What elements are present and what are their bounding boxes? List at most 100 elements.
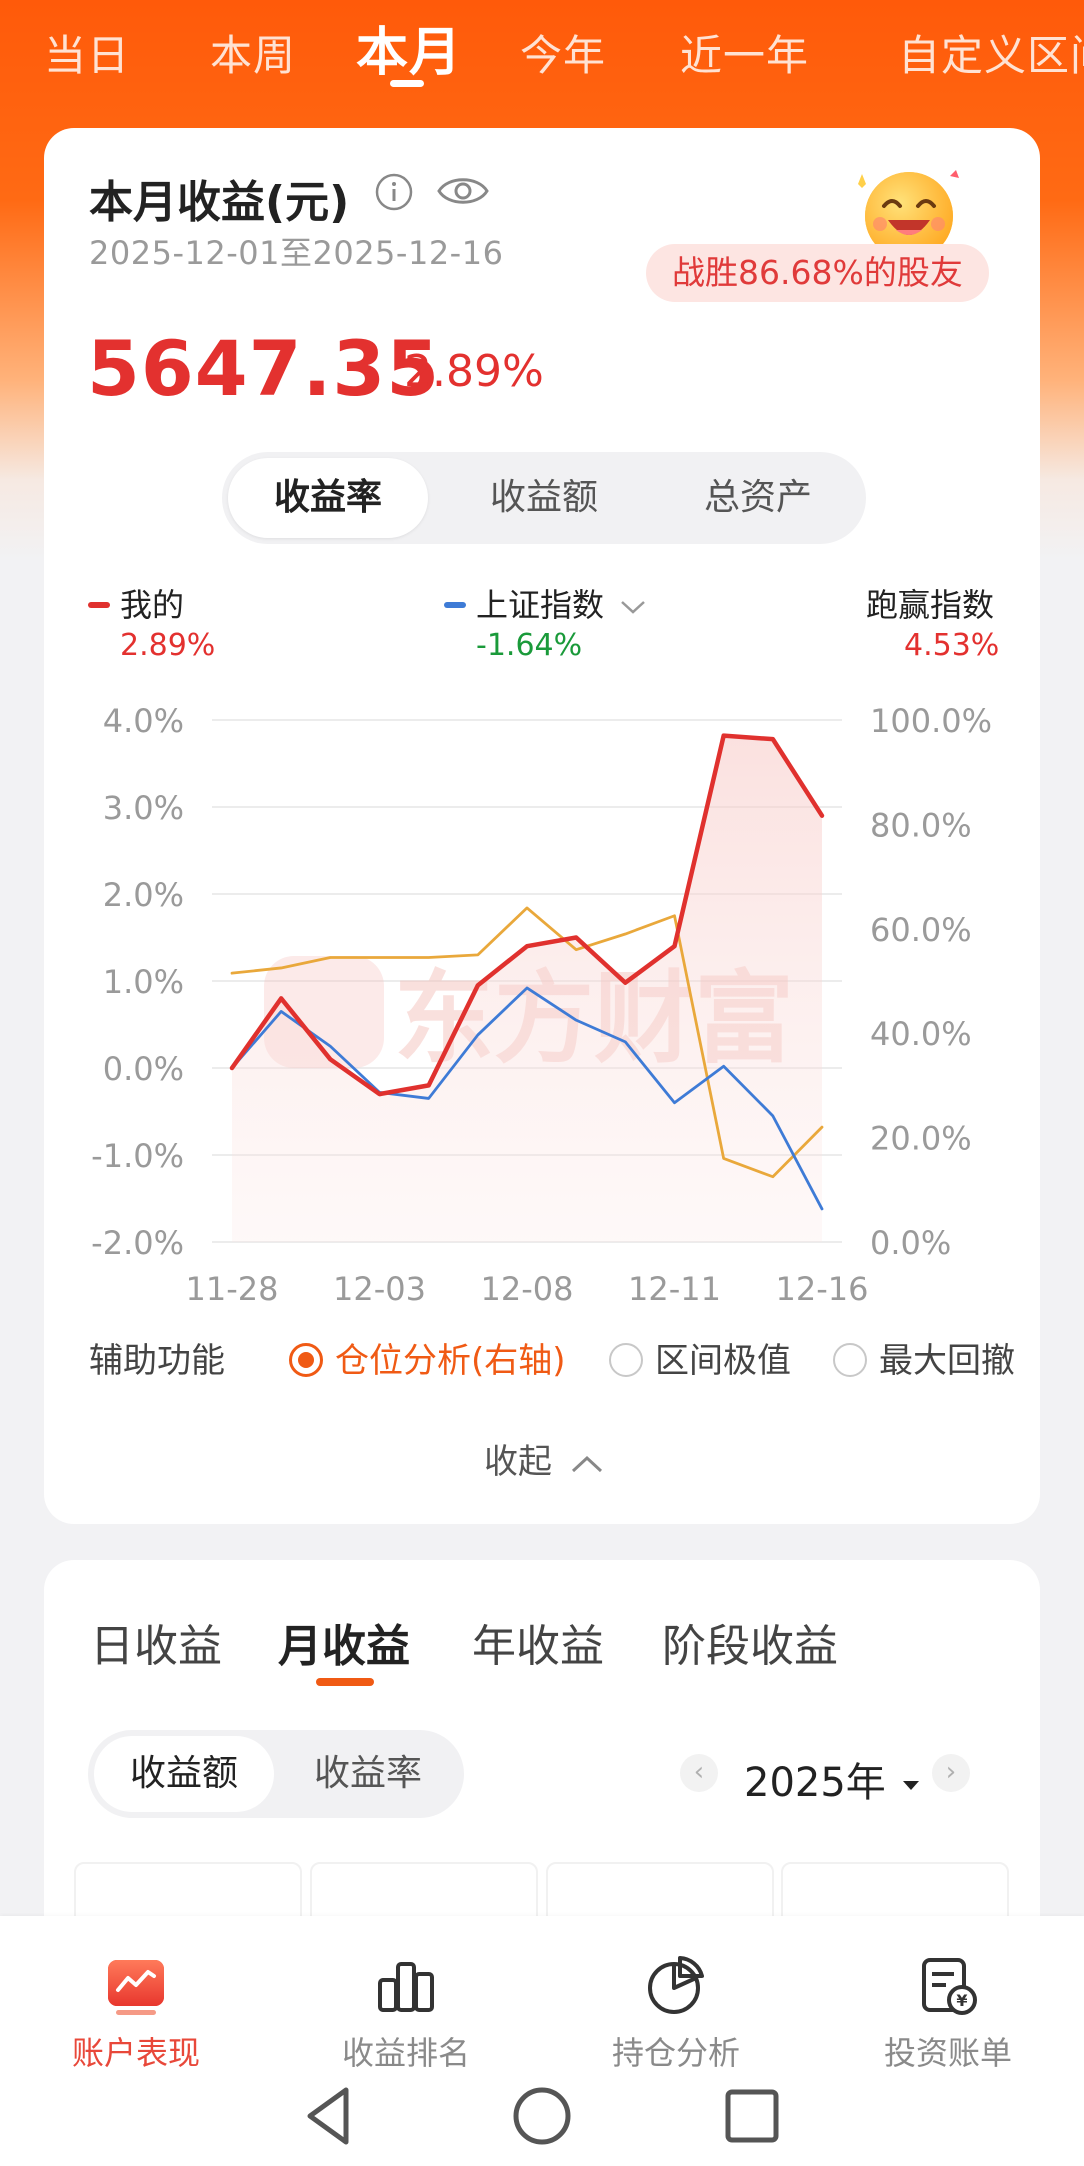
segment-return-rate[interactable]: 收益率 — [228, 458, 428, 538]
legend-index-value: -1.64% — [476, 628, 583, 663]
tab-stage-earnings[interactable]: 阶段收益 — [662, 1621, 838, 1672]
date-range: 2025-12-01至2025-12-16 — [89, 234, 504, 272]
radio-unchecked-icon — [609, 1342, 643, 1377]
tab-daily-earnings[interactable]: 日收益 — [90, 1621, 222, 1672]
series-line-position — [230, 906, 824, 1179]
legend-mine-swatch — [88, 602, 110, 608]
nav-label: 收益排名 — [341, 2034, 470, 2072]
chart-ticks: 4.0% 3.0% 2.0% 1.0% 0.0% -1.0% -2.0% 100.0% 80.0… — [91, 702, 992, 1308]
aux-label: 辅助功能 — [89, 1341, 225, 1381]
y-left-tick-label: 2.0% — [103, 876, 184, 914]
y-left-tick-label: -1.0% — [91, 1137, 184, 1175]
aux-option-range-extreme-label: 区间极值 — [655, 1341, 791, 1381]
nav-earnings-ranking[interactable]: 收益排名 — [286, 1938, 526, 2072]
sub-tab-indicator — [316, 1678, 374, 1686]
x-tick-label: 12-16 — [776, 1270, 869, 1308]
legend-mine: 我的 — [88, 580, 184, 626]
x-tick-label: 12-11 — [628, 1270, 721, 1308]
trend-chart-icon — [108, 1960, 164, 2015]
tab-last-year[interactable]: 近一年 — [680, 31, 810, 80]
year-label: 2025年 — [744, 1760, 886, 1806]
y-left-tick-label: 3.0% — [103, 789, 184, 827]
aux-functions: 辅助功能 仓位分析(右轴) 区间极值 最大回撤 — [89, 1336, 1015, 1386]
nav-account-performance[interactable]: 账户表现 — [16, 1938, 256, 2072]
segment-earnings-amount[interactable]: 收益额 — [94, 1736, 274, 1812]
card-title: 本月收益(元) — [89, 177, 350, 228]
tab-this-week[interactable]: 本周 — [210, 31, 297, 80]
x-tick-label: 11-28 — [186, 1270, 279, 1308]
returns-chart: 东方财富 4.0%3.0%2.0%1.0%0.0%-1.0%-2.0%100.0… — [91, 702, 992, 1308]
legend-mine-value: 2.89% — [120, 628, 216, 663]
y-right-tick-label: 60.0% — [870, 911, 972, 949]
eye-icon[interactable] — [436, 168, 490, 214]
caret-down-icon — [902, 1781, 919, 1790]
y-right-tick-label: 0.0% — [870, 1224, 951, 1262]
nav-holdings-analysis[interactable]: 持仓分析 — [556, 1938, 796, 2072]
x-tick-label: 12-03 — [333, 1270, 426, 1308]
svg-text:¥: ¥ — [956, 1991, 967, 2010]
radio-checked-icon — [289, 1342, 323, 1377]
year-prev-button[interactable]: ‹ — [680, 1754, 718, 1792]
collapse-label: 收起 — [484, 1442, 552, 1482]
x-tick-label: 12-08 — [481, 1270, 574, 1308]
tab-today[interactable]: 当日 — [44, 31, 131, 80]
aux-option-range-extreme[interactable]: 区间极值 — [609, 1336, 791, 1386]
aux-option-max-drawdown-label: 最大回撤 — [879, 1341, 1015, 1381]
bill-icon: ¥ — [922, 1958, 977, 2015]
chevron-up-icon — [571, 1455, 602, 1472]
aux-option-position[interactable]: 仓位分析(右轴) — [289, 1336, 566, 1386]
rank-badge: 战胜86.68%的股友 — [646, 244, 989, 302]
radio-unchecked-icon — [833, 1342, 867, 1377]
nav-label: 投资账单 — [883, 2034, 1012, 2072]
earnings-amount: 5647.35 — [87, 324, 441, 413]
earnings-metric-segment: 收益额 收益率 — [88, 1730, 464, 1818]
y-right-tick-label: 40.0% — [870, 1015, 972, 1053]
bar-chart-icon — [378, 1962, 434, 2012]
y-right-tick-label: 20.0% — [870, 1120, 972, 1158]
bottom-navigation: 账户表现 收益排名 持仓分析 ¥ 投资账单 — [0, 1916, 1084, 2166]
year-next-button[interactable]: › — [932, 1754, 970, 1792]
year-selector[interactable]: 2025年 — [744, 1750, 921, 1808]
y-right-tick-label: 100.0% — [870, 702, 992, 740]
nav-label: 账户表现 — [71, 2034, 200, 2072]
tab-yearly-earnings[interactable]: 年收益 — [472, 1621, 604, 1672]
system-back-icon[interactable] — [300, 2084, 360, 2148]
y-left-tick-label: -2.0% — [91, 1224, 184, 1262]
mascot-face-icon — [858, 170, 959, 260]
system-recents-icon[interactable] — [722, 2084, 782, 2148]
period-tabs: 当日 本周 本月 今年 近一年 自定义区间 — [0, 0, 1084, 100]
y-right-tick-label: 80.0% — [870, 806, 972, 844]
chevron-down-icon — [621, 601, 646, 614]
segment-return-amount[interactable]: 收益额 — [489, 477, 598, 518]
monthly-earnings-card: 本月收益(元) 2025-12-01至2025-12-16 战胜86.68%的股… — [44, 128, 1040, 1524]
system-home-icon[interactable] — [510, 2084, 574, 2148]
aux-option-max-drawdown[interactable]: 最大回撤 — [833, 1336, 1015, 1386]
legend-beat-label: 跑赢指数 — [866, 586, 995, 624]
legend-mine-label: 我的 — [120, 586, 185, 624]
series-line-index — [230, 986, 824, 1211]
tab-custom-range[interactable]: 自定义区间 — [898, 31, 1084, 80]
active-tab-indicator — [390, 80, 424, 87]
legend-index-label: 上证指数 — [476, 586, 605, 624]
earnings-rate: 2.89% — [404, 346, 544, 397]
tab-monthly-earnings[interactable]: 月收益 — [278, 1621, 410, 1672]
segment-total-assets[interactable]: 总资产 — [703, 477, 812, 518]
nav-label: 持仓分析 — [611, 2034, 740, 2072]
nav-investment-bill[interactable]: ¥ 投资账单 — [828, 1938, 1068, 2072]
y-left-tick-label: 1.0% — [103, 963, 184, 1001]
segment-earnings-rate[interactable]: 收益率 — [313, 1753, 422, 1794]
tab-this-month[interactable]: 本月 — [356, 23, 463, 83]
info-icon[interactable] — [374, 172, 414, 212]
metric-segment: 收益率 收益额 总资产 — [222, 452, 866, 544]
y-left-tick-label: 0.0% — [103, 1050, 184, 1088]
aux-option-position-label: 仓位分析(右轴) — [335, 1341, 566, 1381]
legend-index-swatch — [444, 602, 466, 608]
legend-index-selector[interactable]: 上证指数 — [444, 580, 648, 626]
collapse-button[interactable]: 收起 — [484, 1434, 605, 1483]
legend-beat-value: 4.53% — [904, 628, 1000, 663]
chart-lines — [229, 733, 825, 1211]
tab-this-year[interactable]: 今年 — [520, 31, 607, 80]
y-left-tick-label: 4.0% — [103, 702, 184, 740]
pie-chart-icon — [648, 1956, 704, 2014]
series-line-mine — [229, 733, 825, 1097]
